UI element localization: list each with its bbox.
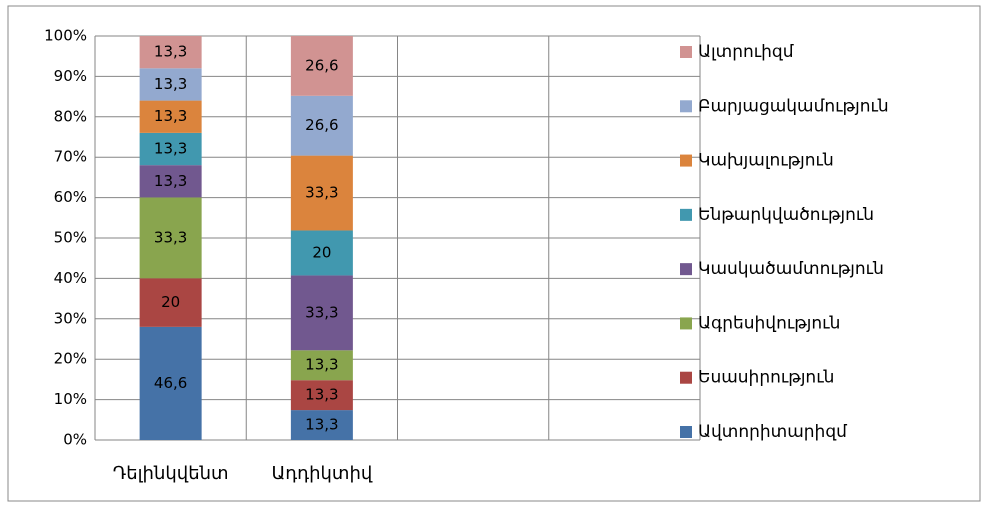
y-tick-label: 70% <box>54 148 87 166</box>
legend-swatch <box>680 208 692 221</box>
data-label: 13,3 <box>154 75 187 93</box>
y-tick-label: 100% <box>44 27 87 45</box>
legend-swatch <box>680 263 692 276</box>
data-label: 20 <box>161 293 180 311</box>
y-tick-label: 60% <box>54 188 87 206</box>
bar-segment <box>139 165 202 198</box>
bar-segment <box>139 36 202 69</box>
data-label: 20 <box>312 243 331 261</box>
bar-segment <box>139 100 202 133</box>
data-label: 13,3 <box>154 43 187 61</box>
x-tick-label: Դելինկվենտ <box>113 463 229 484</box>
y-tick-label: 40% <box>54 269 87 287</box>
legend-label: Ենթարկվածություն <box>698 205 874 225</box>
y-tick-label: 50% <box>54 229 87 247</box>
data-label: 13,3 <box>154 107 187 125</box>
bar-segment <box>139 326 202 440</box>
data-label: 26,6 <box>305 116 338 134</box>
data-label: 46,6 <box>154 374 187 392</box>
legend-label: Բարյացակամություն <box>698 96 889 116</box>
bar-segment <box>290 275 353 351</box>
legend-swatch <box>680 154 692 167</box>
data-label: 33,3 <box>305 303 338 321</box>
bar-segment <box>139 278 202 327</box>
data-label: 13,3 <box>154 172 187 190</box>
legend-label: Կախյալություն <box>698 151 834 171</box>
bar-segment <box>139 68 202 101</box>
bar-segment <box>290 95 353 156</box>
legend-swatch <box>680 317 692 330</box>
x-tick-label: Ադդիկտիվ <box>271 463 372 484</box>
legend-label: Կասկածամտություն <box>698 259 884 279</box>
legend-swatch <box>680 100 692 113</box>
data-label: 13,3 <box>305 386 338 404</box>
y-tick-label: 10% <box>54 390 87 408</box>
legend-label: Ավտորիտարիզմ <box>698 422 847 442</box>
y-tick-label: 90% <box>54 67 87 85</box>
legend-label: Ալտրուիզմ <box>698 42 794 62</box>
bar-segment <box>290 350 353 381</box>
bar-segment <box>290 155 353 231</box>
legend-label: Եսասիրություն <box>698 368 834 388</box>
y-tick-label: 20% <box>54 350 87 368</box>
bar-segment <box>290 410 353 440</box>
y-tick-label: 30% <box>54 309 87 327</box>
legend-swatch <box>680 426 692 438</box>
bar-segment <box>290 36 353 96</box>
legend-label: Ագրեսիվություն <box>698 313 840 333</box>
bar-segment <box>139 132 202 166</box>
bar-segment <box>139 197 202 279</box>
data-label: 26,6 <box>305 56 338 74</box>
data-label: 13,3 <box>154 140 187 158</box>
data-label: 13,3 <box>305 416 338 434</box>
data-label: 13,3 <box>305 356 338 374</box>
bar-segment <box>290 230 353 276</box>
bar-segment <box>290 380 353 411</box>
data-label: 33,3 <box>305 184 338 202</box>
y-tick-label: 0% <box>63 431 87 449</box>
y-tick-label: 80% <box>54 107 87 125</box>
legend-swatch <box>680 46 692 58</box>
data-label: 33,3 <box>154 228 187 246</box>
legend-swatch <box>680 371 692 384</box>
